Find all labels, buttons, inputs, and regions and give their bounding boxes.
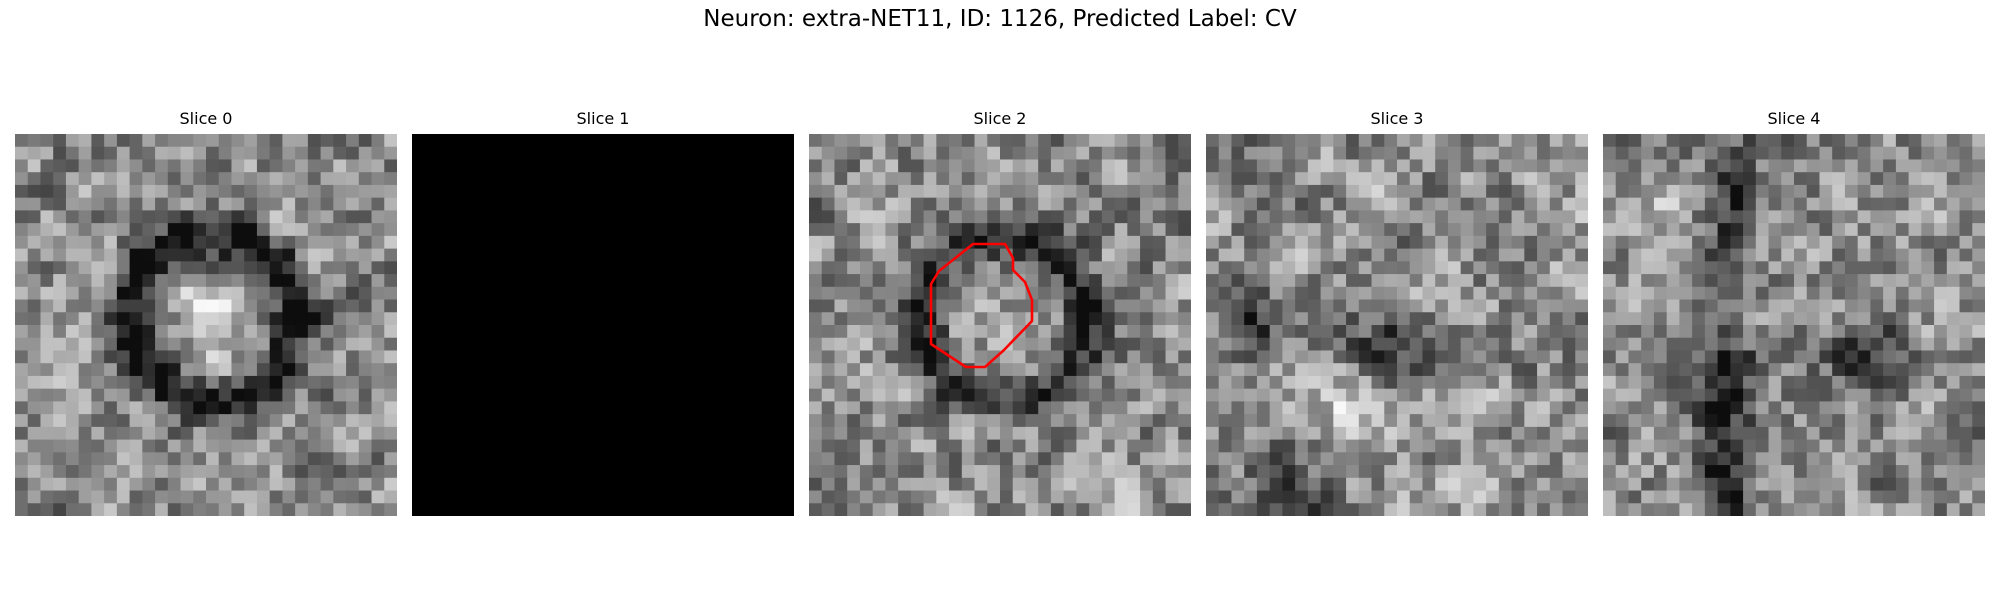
roi-contour (929, 242, 1034, 369)
slice-image (1603, 134, 1985, 516)
slice-image (15, 134, 397, 516)
slice-title: Slice 4 (1767, 109, 1821, 128)
slice-1-image (412, 134, 794, 516)
slice-panel-4: Slice 4 (1603, 0, 1985, 600)
figure-title: Neuron: extra-NET11, ID: 1126, Predicted… (703, 6, 1297, 32)
slice-3-image (1206, 134, 1588, 516)
slice-0-image (15, 134, 397, 516)
slice-title: Slice 1 (576, 109, 630, 128)
slice-title: Slice 0 (179, 109, 233, 128)
slice-image (1206, 134, 1588, 516)
slice-title: Slice 3 (1370, 109, 1424, 128)
slice-panel-1: Slice 1 (412, 0, 794, 600)
solid-fill (412, 134, 794, 516)
slice-2-image (809, 134, 1191, 516)
slice-panel-2: Slice 2 (809, 0, 1191, 600)
slice-image (809, 134, 1191, 516)
slice-panel-3: Slice 3 (1206, 0, 1588, 600)
slice-title: Slice 2 (973, 109, 1027, 128)
slice-panel-0: Slice 0 (15, 0, 397, 600)
slice-4-image (1603, 134, 1985, 516)
slice-image (412, 134, 794, 516)
